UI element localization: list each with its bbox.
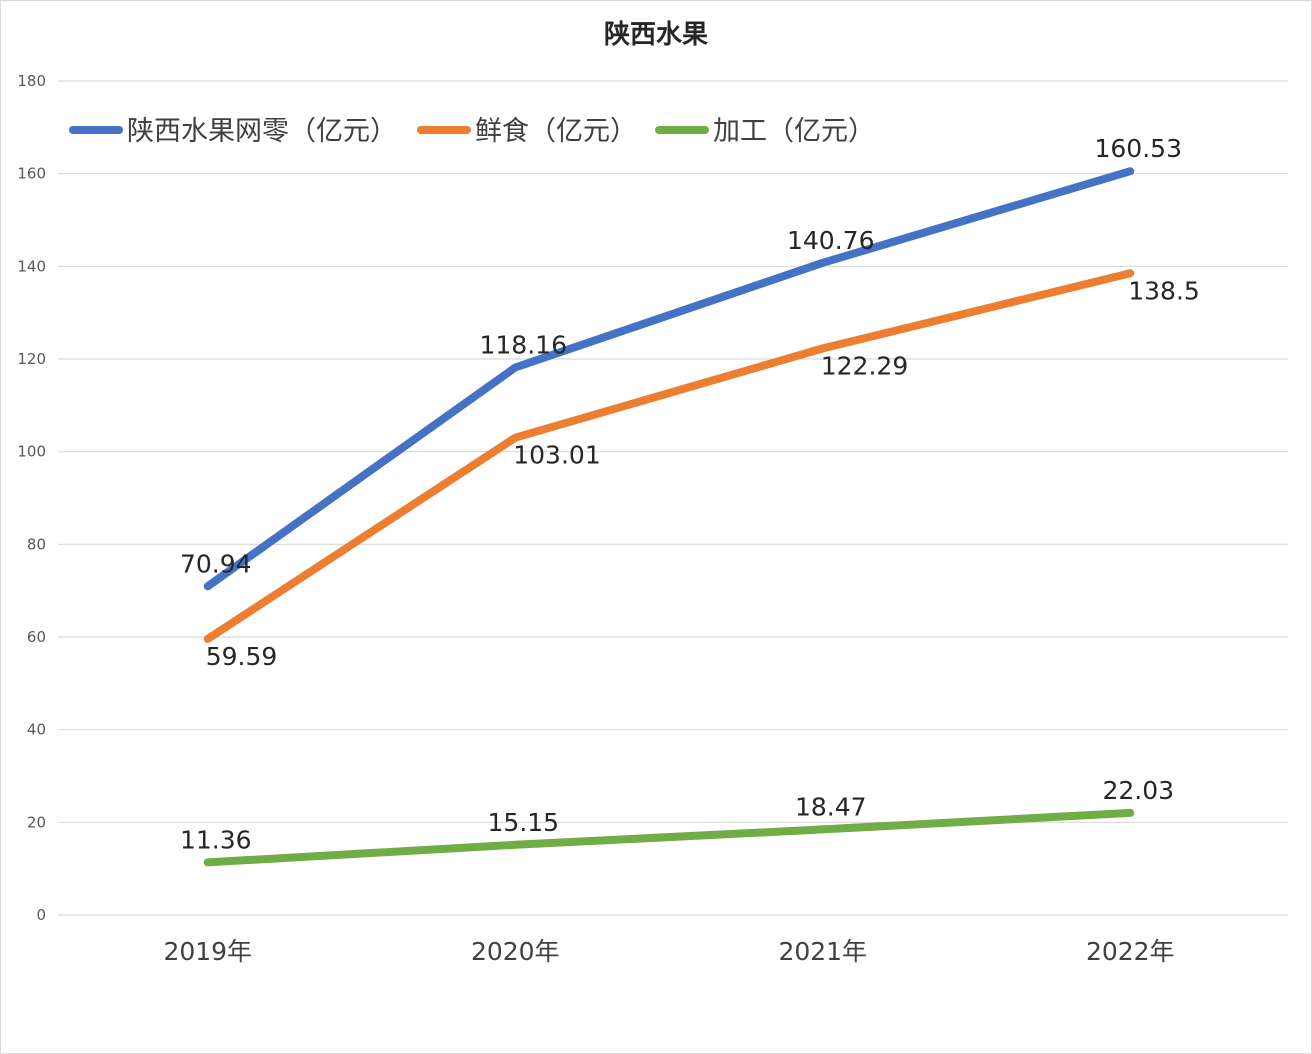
y-tick-label: 0 [36,906,46,924]
x-axis-ticks: 2019年 2020年 2021年 2022年 [163,937,1174,966]
y-tick-label: 100 [17,443,46,461]
data-label: 118.16 [480,331,567,360]
series-lines [203,167,1135,867]
legend-label-2: 加工（亿元） [713,116,875,147]
series-line-0 [203,167,1135,591]
x-tick-label: 2019年 [163,937,252,966]
data-label: 11.36 [180,825,252,854]
data-label: 122.29 [821,351,908,380]
y-tick-label: 80 [27,535,46,553]
data-label: 140.76 [787,226,874,255]
data-label: 103.01 [513,441,600,470]
data-label: 70.94 [180,549,252,578]
x-tick-label: 2021年 [778,937,867,966]
data-label: 15.15 [487,808,559,837]
data-label: 22.03 [1102,776,1174,805]
legend-label-0: 陕西水果网零（亿元） [127,116,397,147]
gridlines [58,80,1288,916]
x-tick-label: 2020年 [471,937,560,966]
y-tick-label: 40 [27,721,46,739]
data-label: 160.53 [1095,134,1182,163]
x-tick-label: 2022年 [1086,937,1175,966]
y-tick-label: 180 [17,72,46,90]
series-line-2 [203,808,1135,867]
data-label: 18.47 [795,792,867,821]
y-tick-label: 120 [17,350,46,368]
data-labels: 70.94 118.16 140.76 160.53 59.59 103.01 122.29… [180,134,1200,854]
y-tick-label: 160 [17,165,46,183]
y-tick-label: 140 [17,257,46,275]
chart-title: 陕西水果 [604,20,708,50]
legend: 陕西水果网零（亿元） 鲜食（亿元） 加工（亿元） [69,116,875,147]
data-label: 59.59 [206,642,278,671]
y-tick-label: 60 [27,628,46,646]
legend-label-1: 鲜食（亿元） [475,116,637,147]
series-line-1 [203,269,1135,643]
y-tick-label: 20 [27,813,46,831]
data-label: 138.5 [1128,276,1200,305]
y-axis-ticks: 0 20 40 60 80 100 120 140 160 180 [17,72,46,924]
